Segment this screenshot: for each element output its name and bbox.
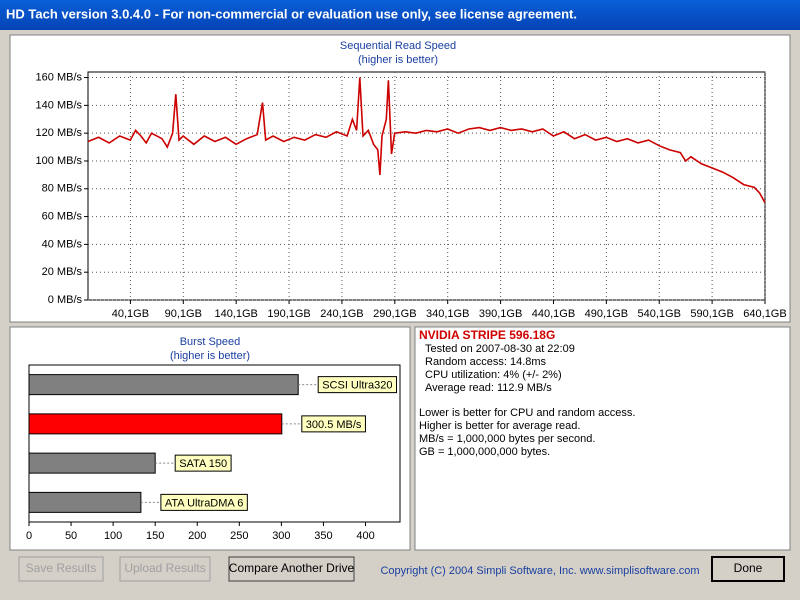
button: [119, 556, 211, 582]
info-note: Higher is better for average read.: [419, 420, 580, 432]
info-line: CPU utilization: 4% (+/- 2%): [425, 369, 562, 381]
chart-title: Sequential Read Speed: [340, 40, 456, 52]
chart-title: Burst Speed: [180, 336, 241, 348]
button-label[interactable]: Done: [734, 561, 763, 575]
chart-subtitle: (higher is better): [358, 54, 438, 66]
y-tick-label: 100 MB/s: [36, 155, 83, 167]
x-tick-label: 340,1GB: [426, 308, 469, 320]
x-tick-label: 150: [146, 530, 164, 542]
plot-area: [87, 71, 766, 301]
title-bar: [0, 0, 800, 30]
y-tick-label: 80 MB/s: [42, 183, 83, 195]
button-label: Upload Results: [124, 561, 205, 575]
info-note: MB/s = 1,000,000 bytes per second.: [419, 433, 595, 445]
x-tick-label: 90,1GB: [165, 308, 202, 320]
copyright: Copyright (C) 2004 Simpli Software, Inc.…: [380, 565, 699, 577]
y-tick-label: 40 MB/s: [42, 238, 83, 250]
label-box: [317, 376, 398, 394]
bar: [28, 374, 299, 396]
button[interactable]: [711, 556, 785, 582]
info-line: Tested on 2007-08-30 at 22:09: [425, 343, 575, 355]
bar-label: 300.5 MB/s: [306, 419, 362, 431]
info-note: Lower is better for CPU and random acces…: [419, 407, 635, 419]
y-tick-label: 120 MB/s: [36, 127, 83, 139]
x-tick-label: 440,1GB: [532, 308, 575, 320]
bar-label: ATA UltraDMA 6: [165, 497, 243, 509]
y-tick-label: 60 MB/s: [42, 210, 83, 222]
x-tick-label: 100: [104, 530, 122, 542]
y-tick-label: 0 MB/s: [48, 294, 83, 306]
label-box: [160, 493, 248, 511]
x-tick-label: 490,1GB: [585, 308, 628, 320]
bar-label: SCSI Ultra320: [322, 380, 392, 392]
button-label: Save Results: [26, 561, 97, 575]
button-label[interactable]: Compare Another Drive: [229, 561, 355, 575]
chart-subtitle: (higher is better): [170, 350, 250, 362]
label-box: [174, 454, 232, 472]
x-tick-label: 40,1GB: [112, 308, 149, 320]
x-tick-label: 540,1GB: [638, 308, 681, 320]
info-line: Average read: 112.9 MB/s: [425, 382, 552, 394]
bar: [28, 413, 283, 435]
x-tick-label: 400: [356, 530, 374, 542]
x-tick-label: 390,1GB: [479, 308, 522, 320]
bar: [28, 491, 142, 513]
button[interactable]: [228, 556, 355, 582]
x-tick-label: 250: [230, 530, 248, 542]
window-title: HD Tach version 3.0.4.0 - For non-commer…: [6, 6, 577, 21]
x-tick-label: 0: [26, 530, 32, 542]
read-line: [87, 77, 766, 204]
drive-name: NVIDIA STRIPE 596.18G: [419, 328, 555, 342]
x-tick-label: 190,1GB: [267, 308, 310, 320]
y-tick-label: 140 MB/s: [36, 99, 83, 111]
x-tick-label: 290,1GB: [373, 308, 416, 320]
x-tick-label: 640,1GB: [743, 308, 786, 320]
bar-label: SATA 150: [179, 458, 227, 470]
x-tick-label: 200: [188, 530, 206, 542]
info-note: GB = 1,000,000,000 bytes.: [419, 446, 550, 458]
x-tick-label: 50: [65, 530, 77, 542]
x-tick-label: 240,1GB: [320, 308, 363, 320]
bar: [28, 452, 156, 474]
y-tick-label: 160 MB/s: [36, 71, 83, 83]
y-tick-label: 20 MB/s: [42, 266, 83, 278]
x-tick-label: 300: [272, 530, 290, 542]
info-line: Random access: 14.8ms: [425, 356, 547, 368]
x-tick-label: 590,1GB: [690, 308, 733, 320]
x-tick-label: 140,1GB: [214, 308, 257, 320]
button: [18, 556, 104, 582]
x-tick-label: 350: [314, 530, 332, 542]
info-panel: [414, 326, 791, 551]
label-box: [301, 415, 366, 433]
